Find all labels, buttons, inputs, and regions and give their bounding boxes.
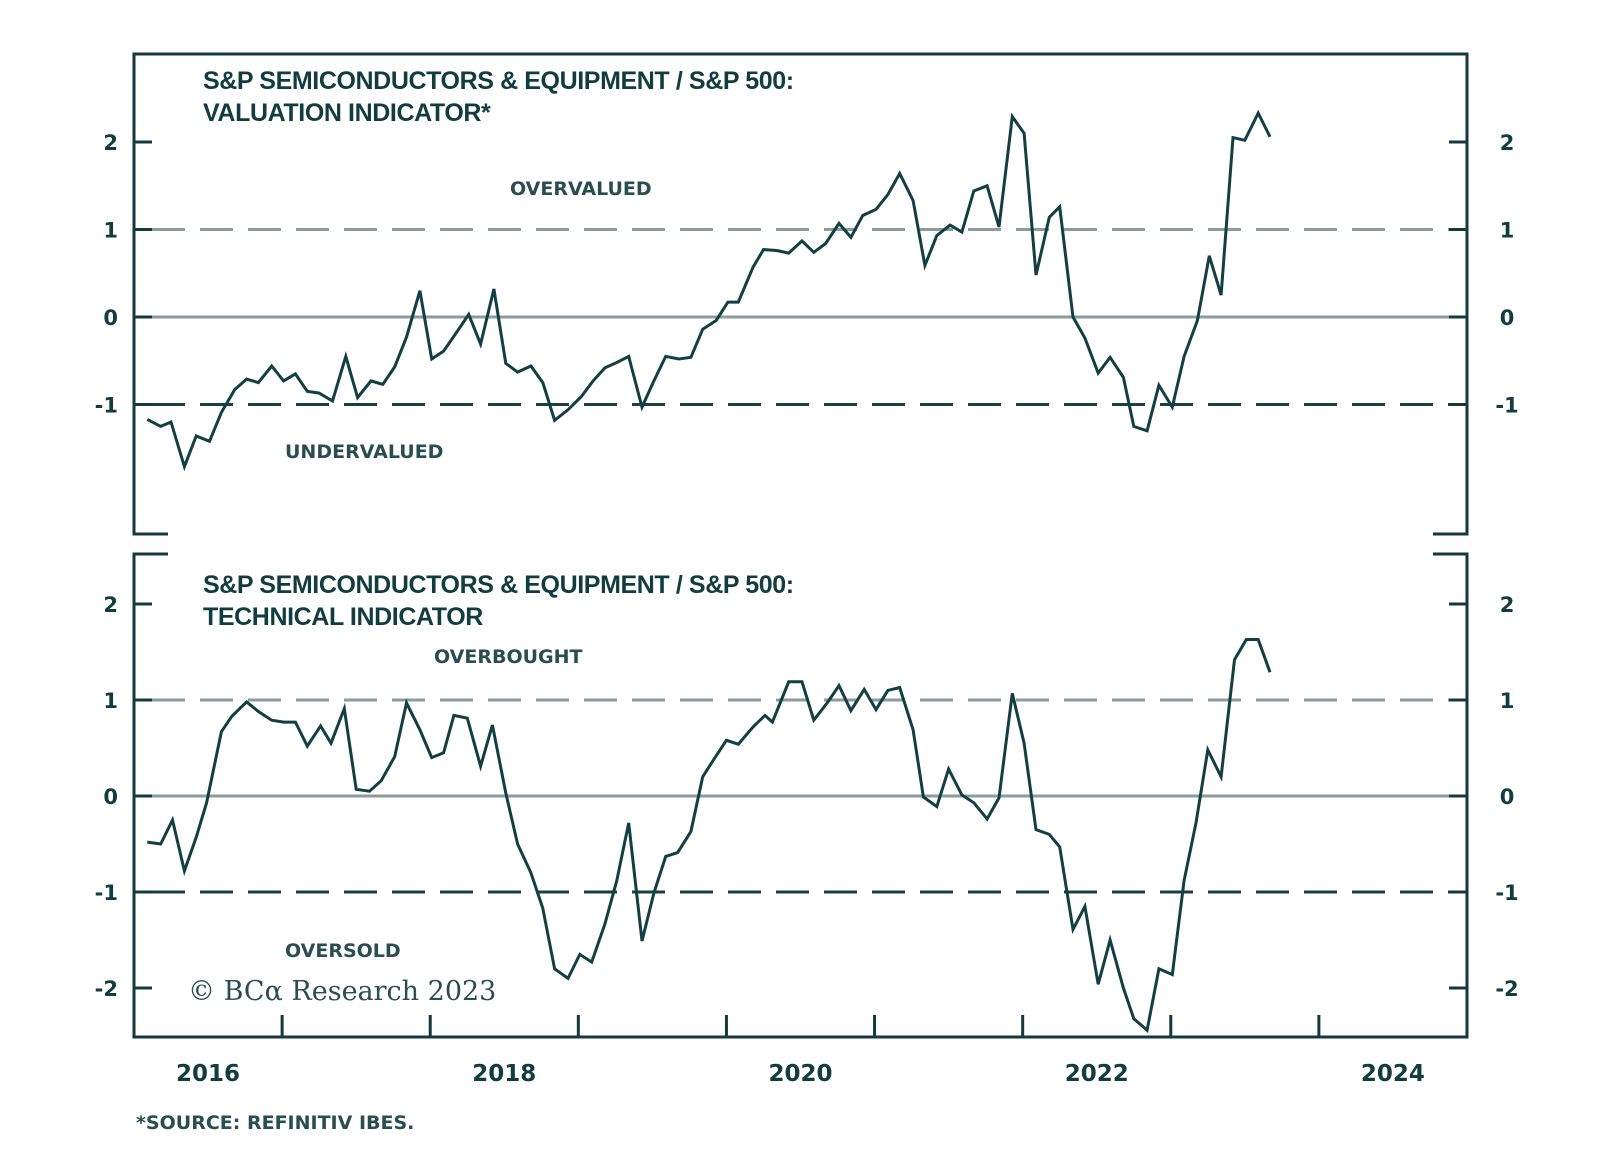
technical-title-line-1: S&P SEMICONDUCTORS & EQUIPMENT / S&P 500… (203, 571, 794, 599)
technical-title-line-2: TECHNICAL INDICATOR (203, 603, 483, 631)
source-footnote: *SOURCE: REFINITIV IBES. (136, 1112, 414, 1134)
x-tick-label: 2024 (1361, 1061, 1425, 1087)
y-tick-label-right: 0 (1500, 306, 1515, 330)
overvalued-label: OVERVALUED (510, 178, 652, 200)
technical-y-axis: 2 2 1 1 0 0 -1 -1 -2 -2 (95, 593, 1519, 1001)
y-tick-label-right: 2 (1500, 131, 1515, 155)
copyright-watermark: © BCα Research 2023 (188, 976, 496, 1007)
y-tick-label-right: 1 (1500, 219, 1515, 243)
y-tick-label-right: 2 (1500, 593, 1515, 617)
y-tick-label-right: 0 (1500, 785, 1515, 809)
undervalued-label: UNDERVALUED (285, 441, 443, 463)
x-tick-label: 2020 (768, 1061, 832, 1087)
technical-panel: 2 2 1 1 0 0 -1 -1 -2 -2 2016 2018 2020 2022 2024 S&P … (95, 552, 1519, 1087)
y-tick-label-right: 1 (1500, 689, 1515, 713)
y-tick-label-left: 2 (103, 593, 118, 617)
y-tick-label-left: 1 (103, 689, 118, 713)
valuation-title-line-2: VALUATION INDICATOR* (203, 99, 491, 127)
y-tick-label-right: -1 (1495, 881, 1518, 905)
y-tick-label-left: 0 (103, 306, 118, 330)
x-axis: 2016 2018 2020 2022 2024 (176, 1015, 1425, 1087)
valuation-panel: 2 2 1 1 0 0 -1 -1 S&P SEMICONDUCTORS & EQUIPMEN… (95, 52, 1519, 536)
y-tick-label-left: -1 (95, 881, 118, 905)
x-tick-label: 2022 (1065, 1061, 1129, 1087)
y-tick-label-left: 0 (103, 785, 118, 809)
overbought-label: OVERBOUGHT (434, 646, 583, 668)
y-tick-label-left: -1 (95, 394, 118, 418)
technical-indicator-line (147, 638, 1272, 1034)
x-tick-label: 2016 (176, 1061, 240, 1087)
valuation-indicator-line (146, 109, 1272, 472)
valuation-reference-lines (152, 228, 1449, 406)
x-tick-label: 2018 (472, 1061, 536, 1087)
technical-reference-lines (152, 698, 1449, 894)
y-tick-label-left: 2 (103, 131, 118, 155)
valuation-panel-frame (132, 52, 1469, 536)
y-tick-label-left: -2 (95, 977, 118, 1001)
y-tick-label-right: -2 (1495, 977, 1518, 1001)
oversold-label: OVERSOLD (285, 940, 401, 962)
y-tick-label-left: 1 (103, 219, 118, 243)
valuation-y-axis: 2 2 1 1 0 0 -1 -1 (95, 131, 1519, 418)
valuation-title-line-1: S&P SEMICONDUCTORS & EQUIPMENT / S&P 500… (203, 67, 794, 95)
y-tick-label-right: -1 (1495, 394, 1518, 418)
